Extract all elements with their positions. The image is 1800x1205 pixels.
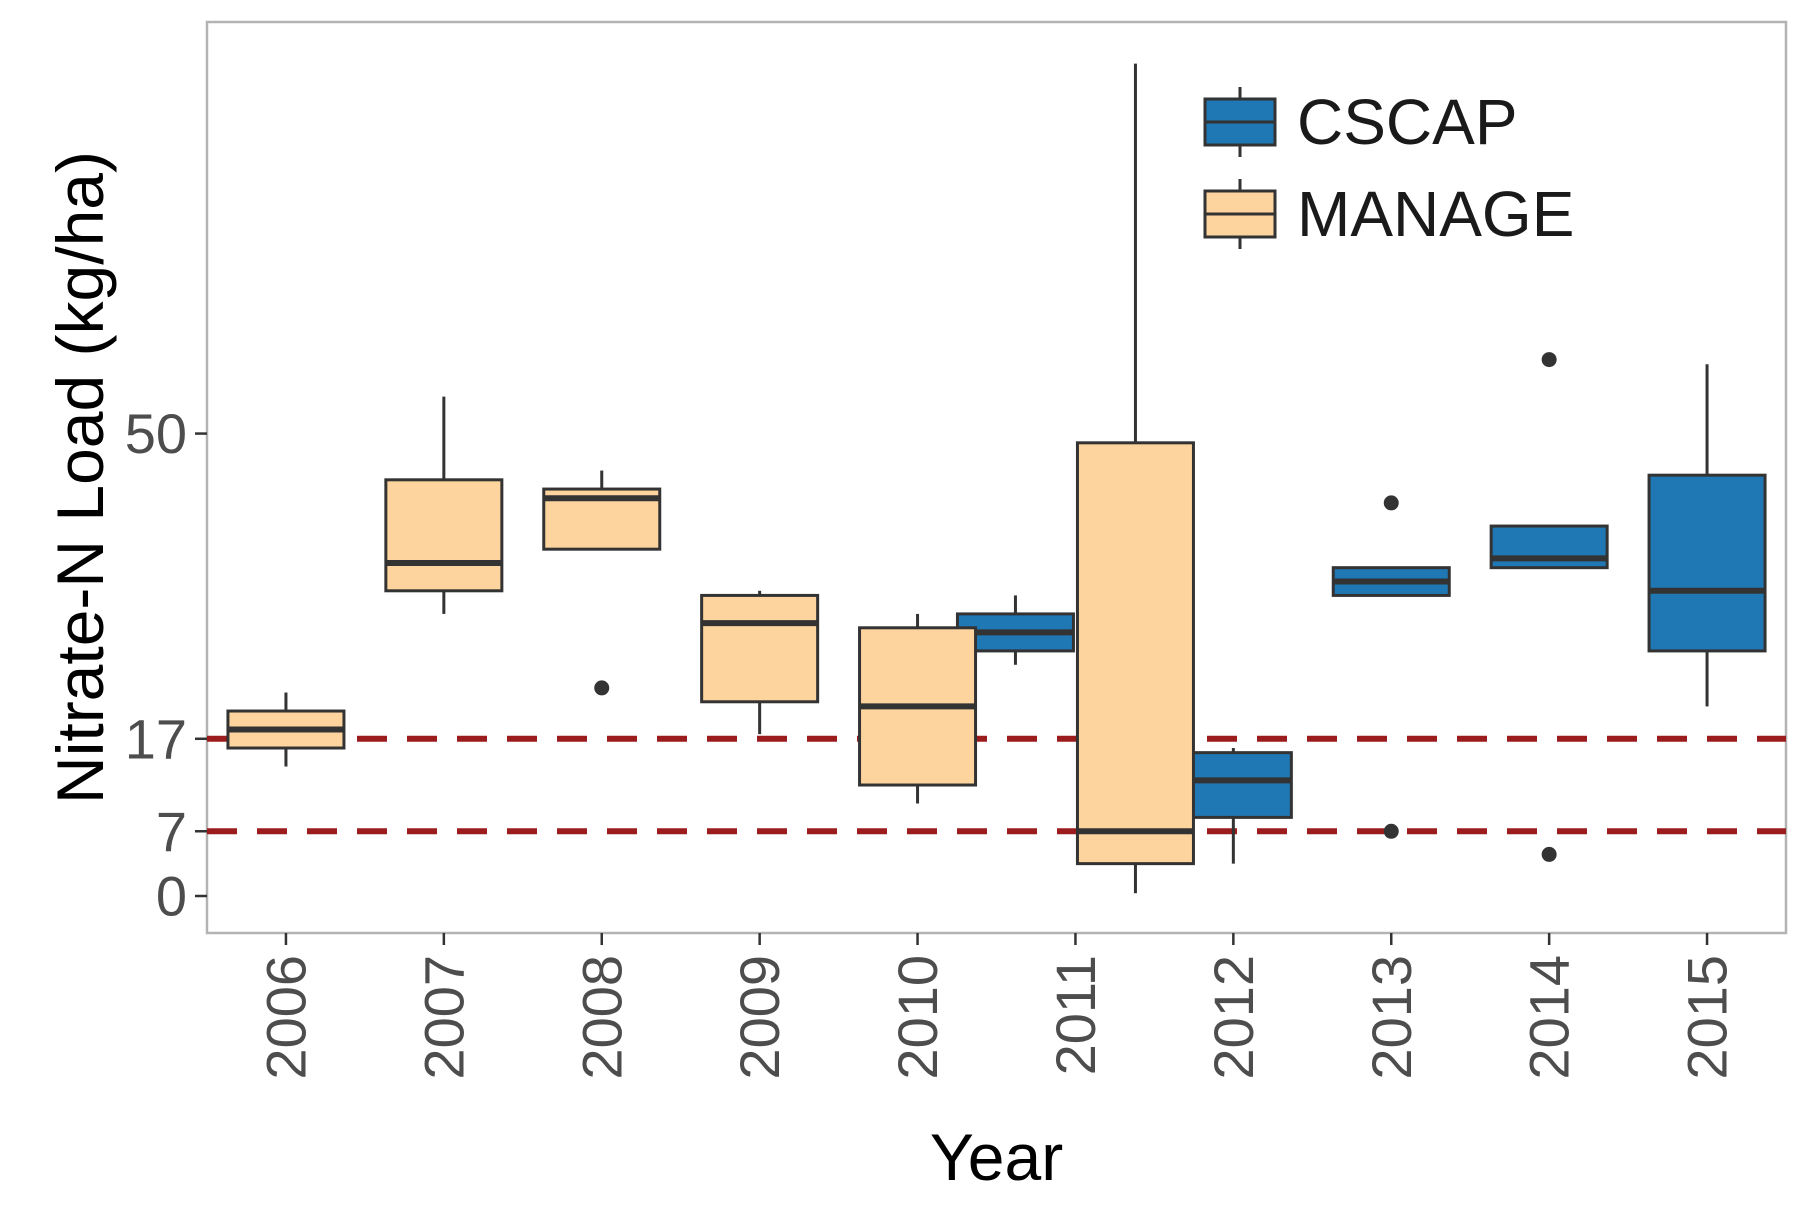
x-tick-label-2010: 2010 [886, 955, 949, 1080]
outlier-point [594, 680, 610, 696]
y-tick-label-0: 0 [156, 865, 187, 928]
outlier-point [1541, 846, 1557, 862]
legend-label-cscap: CSCAP [1297, 86, 1518, 158]
box-body [1075, 441, 1195, 866]
x-tick-label-2007: 2007 [412, 955, 475, 1080]
box-body [700, 593, 820, 704]
x-tick-label-2013: 2013 [1360, 955, 1423, 1080]
y-tick-label-50: 50 [125, 402, 187, 465]
box-manage-2007 [384, 396, 504, 614]
outlier-point [1383, 495, 1399, 511]
box-manage-2010 [858, 613, 978, 804]
y-axis: 07 17 50 [125, 402, 207, 928]
legend: CSCAP MANAGE [1203, 86, 1574, 250]
x-tick-label-2012: 2012 [1202, 955, 1265, 1080]
box-manage-2006 [226, 692, 346, 767]
box-cscap-2015 [1647, 364, 1767, 707]
box-cscap-2014 [1489, 352, 1609, 862]
box-cscap-2013 [1331, 495, 1451, 839]
outlier-point [1383, 823, 1399, 839]
box-body [1489, 524, 1609, 570]
x-tick-label-2011: 2011 [1044, 955, 1107, 1075]
y-axis-title: Nitrate-N Load (kg/ha) [43, 151, 117, 804]
x-tick-label-2014: 2014 [1518, 955, 1581, 1080]
reference-lines [207, 735, 1786, 835]
x-axis-title: Year [930, 1120, 1063, 1194]
x-tick-label-2008: 2008 [570, 955, 633, 1080]
x-tick-label-2006: 2006 [254, 955, 317, 1080]
y-tick-label-7: 7 [156, 800, 187, 863]
box-body [1647, 473, 1767, 653]
legend-label-manage: MANAGE [1297, 178, 1574, 250]
x-tick-label-2009: 2009 [728, 955, 791, 1080]
box-plots [226, 63, 1767, 894]
legend-item-cscap: CSCAP [1203, 86, 1518, 158]
plot-panel [205, 20, 1788, 935]
legend-item-manage: MANAGE [1203, 178, 1574, 250]
outlier-point [1541, 352, 1557, 368]
box-manage-2009 [700, 590, 820, 735]
box-manage-2011 [1075, 63, 1195, 894]
box-body [384, 478, 504, 593]
y-tick-label-17: 17 [125, 707, 187, 770]
x-axis: 2006 2007 2008 2009 2010 2011 2012 2013 2014 2015 [254, 933, 1739, 1080]
box-manage-2008 [542, 470, 662, 696]
x-tick-label-2015: 2015 [1676, 955, 1739, 1080]
